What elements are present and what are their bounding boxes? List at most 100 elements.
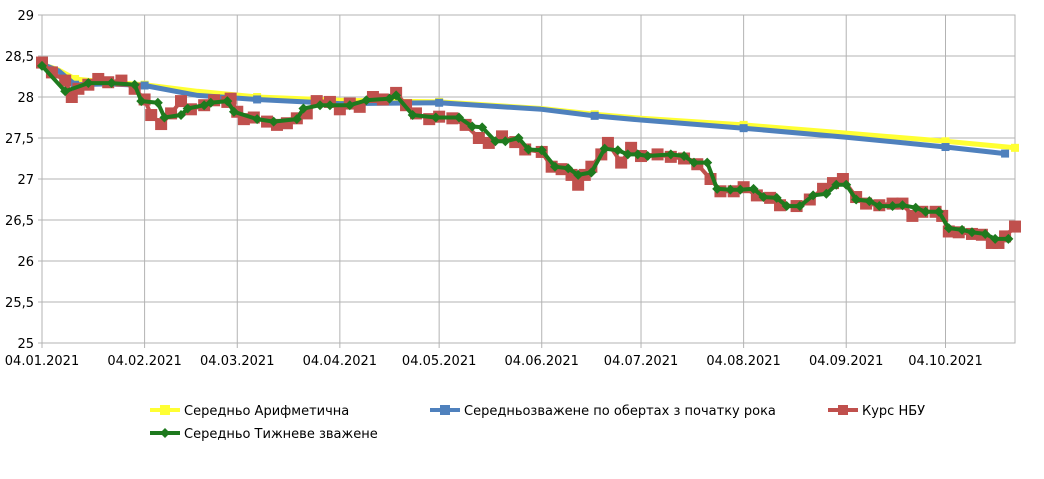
data-point xyxy=(615,156,628,169)
x-tick-label: 04.05.2021 xyxy=(402,354,476,369)
data-point xyxy=(407,110,418,121)
series-4 xyxy=(37,60,1014,244)
x-tick-label: 04.04.2021 xyxy=(303,354,377,369)
data-point xyxy=(943,223,954,234)
data-point xyxy=(874,201,885,212)
data-point xyxy=(739,124,748,133)
legend-label: Середньо Арифметична xyxy=(184,404,349,419)
data-point xyxy=(536,145,547,156)
plot-frame xyxy=(41,14,1016,344)
x-tick-label: 04.03.2021 xyxy=(200,354,274,369)
data-point xyxy=(897,200,908,211)
data-point xyxy=(771,192,782,203)
y-tick-label: 28,5 xyxy=(5,50,34,65)
y-tick-label: 25 xyxy=(17,337,34,352)
data-point xyxy=(500,136,511,147)
data-point xyxy=(841,179,852,190)
data-point xyxy=(980,228,991,239)
data-point xyxy=(60,86,71,97)
legend-item: Середньозважене по обертах з початку рок… xyxy=(430,404,776,419)
data-point xyxy=(702,157,713,168)
legend: Середньо Арифметична Середньозважене по о… xyxy=(150,404,925,442)
data-point xyxy=(781,201,792,212)
data-point xyxy=(906,209,919,222)
data-point xyxy=(851,194,862,205)
legend-swatch-marker xyxy=(160,405,170,415)
data-point xyxy=(435,98,444,107)
data-point xyxy=(205,97,216,108)
data-point xyxy=(910,202,921,213)
data-point xyxy=(472,132,485,144)
x-tick-label: 04.02.2021 xyxy=(107,354,181,369)
data-point xyxy=(599,143,610,154)
data-point xyxy=(391,90,402,101)
series-layer xyxy=(36,56,1021,249)
data-point xyxy=(941,137,950,146)
data-point xyxy=(612,145,623,156)
data-point xyxy=(748,183,759,194)
x-tick-label: 04.07.2021 xyxy=(604,354,678,369)
data-point xyxy=(642,151,653,162)
data-point xyxy=(71,74,80,83)
data-point xyxy=(298,103,309,114)
legend-swatch-marker xyxy=(440,405,450,415)
data-point xyxy=(887,201,898,212)
y-tick-label: 27 xyxy=(17,173,34,188)
axes xyxy=(38,14,1016,348)
data-point xyxy=(821,188,832,199)
data-point xyxy=(129,79,140,90)
grid-lines xyxy=(41,14,1016,344)
legend-swatch-marker xyxy=(160,428,170,438)
x-tick-label: 04.10.2021 xyxy=(908,354,982,369)
data-point xyxy=(140,81,149,90)
data-point xyxy=(920,206,931,217)
data-point xyxy=(106,78,117,89)
tick-labels: 25 25,5 26 26,5 27 27,5 28 28,5 29 04.01.2021 04.0… xyxy=(5,9,983,369)
data-point xyxy=(268,116,279,127)
data-point xyxy=(228,106,239,117)
y-tick-label: 25,5 xyxy=(5,296,34,311)
data-point xyxy=(454,112,464,123)
legend-label: Середньозважене по обертах з початку рок… xyxy=(464,404,776,419)
data-point xyxy=(253,95,262,104)
data-point xyxy=(315,100,325,111)
y-tick-label: 27,5 xyxy=(5,132,34,147)
data-point xyxy=(632,149,643,160)
data-point xyxy=(735,184,746,195)
data-point xyxy=(152,97,163,108)
data-point xyxy=(344,100,355,111)
data-point xyxy=(467,121,478,132)
data-point xyxy=(490,136,501,147)
data-point xyxy=(252,114,263,125)
data-point xyxy=(990,233,1001,244)
data-point xyxy=(563,163,574,174)
data-point xyxy=(159,112,170,123)
data-point xyxy=(1003,233,1014,244)
legend-label: Курс НБУ xyxy=(862,404,925,419)
x-tick-label: 04.09.2021 xyxy=(809,354,883,369)
data-point xyxy=(957,224,968,235)
x-tick-label: 04.01.2021 xyxy=(5,354,79,369)
data-point xyxy=(586,167,597,178)
x-tick-label: 04.08.2021 xyxy=(706,354,780,369)
data-point xyxy=(622,149,633,160)
data-point xyxy=(573,169,584,180)
legend-item: Середньо Тижневе зважене xyxy=(150,427,378,442)
data-point xyxy=(280,117,293,130)
data-point xyxy=(182,103,193,114)
data-point xyxy=(864,196,875,207)
data-point xyxy=(725,184,736,195)
y-tick-label: 26 xyxy=(17,255,34,270)
data-point xyxy=(758,192,769,203)
legend-item: Курс НБУ xyxy=(828,404,925,419)
data-point xyxy=(831,179,842,190)
data-point xyxy=(291,114,302,125)
data-point xyxy=(590,111,599,120)
data-point xyxy=(572,178,585,191)
data-point xyxy=(549,161,560,172)
legend-label: Середньо Тижневе зважене xyxy=(184,427,378,442)
data-point xyxy=(175,95,187,108)
data-point xyxy=(679,151,690,162)
y-tick-label: 29 xyxy=(17,9,34,24)
data-point xyxy=(145,109,158,122)
